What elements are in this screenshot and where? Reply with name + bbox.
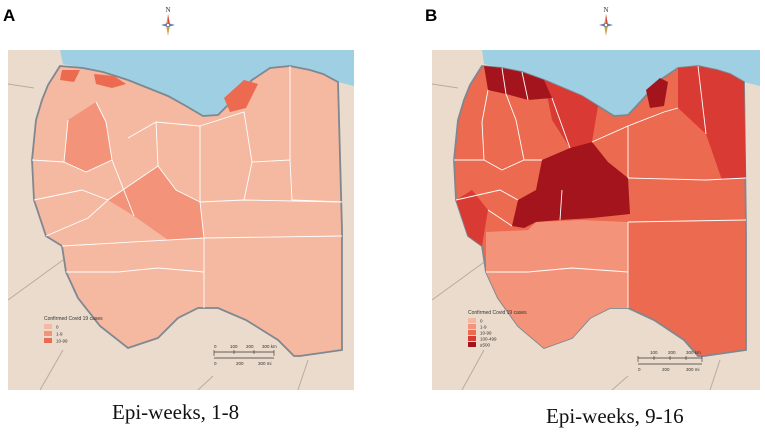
- legend-label: ≥500: [480, 343, 490, 348]
- district-boundaries: [454, 65, 747, 308]
- district-shade: [64, 102, 112, 172]
- legend-swatch: [468, 336, 476, 341]
- north-label: N: [165, 6, 170, 14]
- legend-label: 10-99: [480, 331, 492, 336]
- legend-swatch: [44, 338, 52, 343]
- north-arrow-icon: N: [161, 6, 175, 36]
- legend-swatch: [44, 331, 52, 336]
- panel-b-map: Confirmed Covid 19 cases 0 1-9 10-99 100…: [432, 50, 760, 390]
- scale-mi-label: 200: [662, 367, 670, 372]
- scale-mi-label: 0: [638, 367, 641, 372]
- district-shade: [678, 66, 746, 180]
- legend-label: 1-9: [56, 332, 63, 337]
- legend-swatch: [468, 342, 476, 347]
- panel-a-compass: N: [158, 4, 178, 38]
- district-shade: [512, 142, 630, 228]
- district-shade: [486, 220, 628, 348]
- panel-b-compass: N: [596, 4, 616, 38]
- district-shade: [456, 190, 488, 246]
- scale-km-label: 200: [246, 344, 254, 349]
- district-shade: [60, 70, 80, 82]
- legend-label: 0: [56, 325, 59, 330]
- legend: Confirmed Covid 19 cases 0 1-9 10-99: [44, 316, 103, 344]
- scale-km-label: 100: [230, 344, 238, 349]
- legend: Confirmed Covid 19 cases 0 1-9 10-99 100…: [468, 310, 527, 348]
- scale-km-label: 300 km: [686, 350, 701, 355]
- legend-title: Confirmed Covid 19 cases: [44, 316, 103, 322]
- scale-km-label: 100: [650, 350, 658, 355]
- district-boundaries: [31, 66, 343, 308]
- scale-mi-label: 300 mi: [258, 361, 272, 366]
- district-shade: [646, 78, 668, 108]
- north-arrow-icon: N: [599, 6, 613, 36]
- panel-a-letter: A: [3, 6, 16, 25]
- panel-a-caption: Epi-weeks, 1-8: [112, 400, 240, 424]
- scale-mi-label: 0: [214, 361, 217, 366]
- panel-b-letter: B: [425, 6, 438, 25]
- panel-b-caption: Epi-weeks, 9-16: [546, 404, 684, 428]
- scale-bar: 0 100 200 300 km 0 200 300 mi: [213, 344, 277, 366]
- legend-swatch: [468, 330, 476, 335]
- district-shade: [94, 74, 126, 88]
- legend-swatch: [44, 324, 52, 329]
- district-shade: [484, 66, 552, 100]
- north-label: N: [603, 6, 608, 14]
- scale-km-label: 200: [668, 350, 676, 355]
- legend-label: 0: [480, 319, 483, 324]
- scale-km-label: 0: [214, 344, 217, 349]
- scale-mi-label: 300 mi: [686, 367, 700, 372]
- scale-bar: 100 200 300 km 0 200 300 mi: [637, 350, 703, 372]
- panel-a-map: Confirmed Covid 19 cases 0 1-9 10-99 0 1…: [8, 50, 354, 390]
- district-shade: [224, 80, 258, 112]
- scale-km-label: 300 km: [262, 344, 277, 349]
- legend-swatch: [468, 324, 476, 329]
- legend-label: 10-99: [56, 339, 68, 344]
- legend-label: 100-499: [480, 337, 497, 342]
- district-shade: [544, 80, 598, 148]
- scale-mi-label: 200: [236, 361, 244, 366]
- legend-title: Confirmed Covid 19 cases: [468, 310, 527, 316]
- district-shade: [108, 166, 204, 240]
- legend-swatch: [468, 318, 476, 323]
- legend-label: 1-9: [480, 325, 487, 330]
